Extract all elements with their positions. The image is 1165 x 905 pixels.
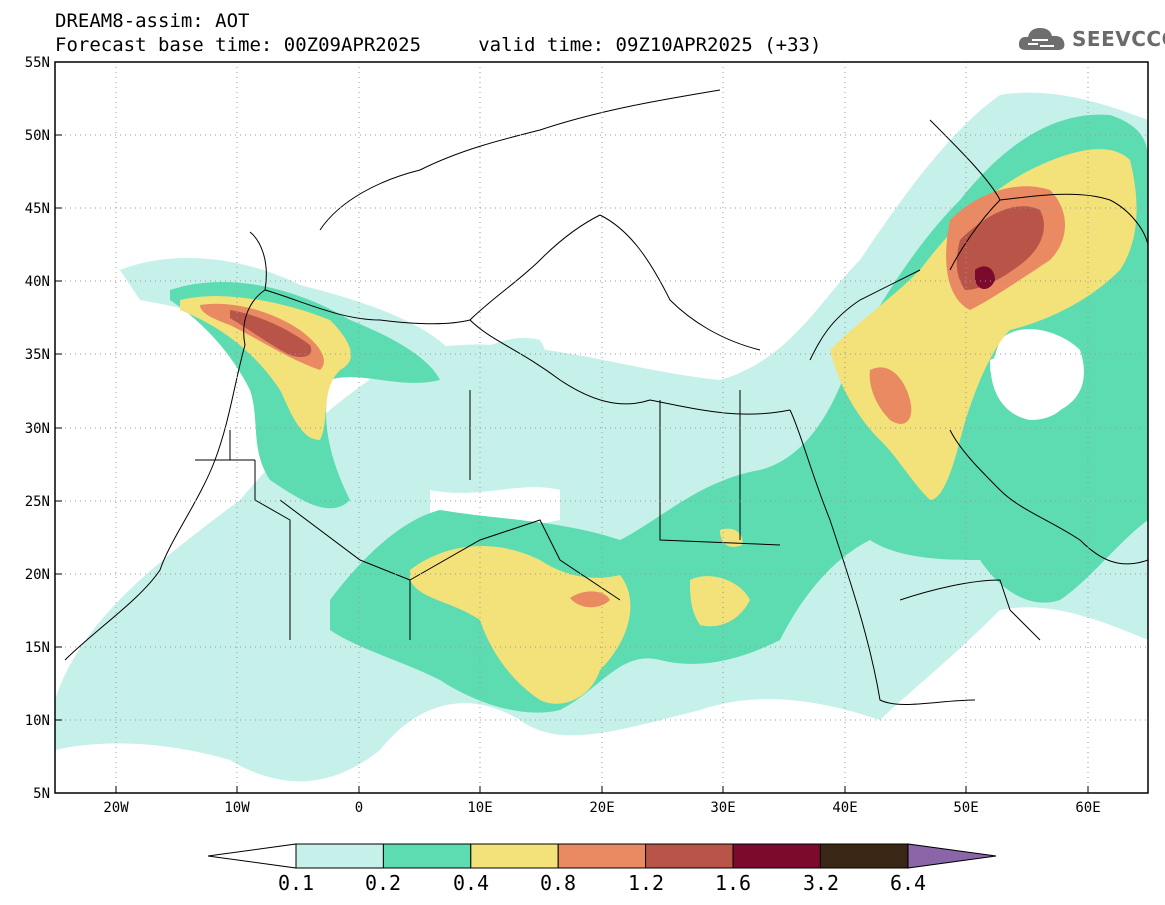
lon-label: 20W (103, 800, 129, 816)
lat-label: 25N (25, 494, 50, 510)
colorbar-label: 3.2 (803, 871, 839, 895)
colorbar: 0.1 0.2 0.4 0.8 1.2 1.6 3.2 6.4 (207, 843, 997, 895)
colorbar-box (732, 843, 821, 869)
lon-label: 0 (355, 800, 363, 816)
colorbar-box (645, 843, 734, 869)
colorbar-label: 1.2 (628, 871, 664, 895)
colorbar-box (470, 843, 559, 869)
colorbar-label: 0.4 (453, 871, 489, 895)
lon-label: 60E (1075, 800, 1100, 816)
lon-label: 10W (224, 800, 250, 816)
colorbar-over-arrow (907, 843, 997, 869)
colorbar-under-arrow (207, 843, 297, 869)
coastlines (64, 89, 1148, 705)
lat-label: 35N (25, 347, 50, 363)
lon-label: 20E (589, 800, 614, 816)
map-title: DREAM8-assim: AOT (55, 10, 250, 32)
colorbar-label: 0.8 (540, 871, 576, 895)
lon-label: 40E (832, 800, 857, 816)
axis-ticks (55, 61, 1089, 794)
seevccc-logo: SEEVCCC (1018, 24, 1165, 54)
colorbar-label: 0.2 (365, 871, 401, 895)
lat-label: 50N (25, 128, 50, 144)
cloud-icon (1018, 28, 1065, 50)
lat-label: 20N (25, 567, 50, 583)
lat-label: 15N (25, 640, 50, 656)
colorbar-box (295, 843, 384, 869)
lon-label: 50E (953, 800, 978, 816)
lon-label: 30E (710, 800, 735, 816)
latitude-labels: 55N 50N 45N 40N 35N 30N 25N 20N 15N 10N … (25, 55, 50, 802)
colorbar-box (557, 843, 647, 869)
graticule (55, 62, 1148, 793)
lat-label: 55N (25, 55, 50, 71)
forecast-time-subtitle: Forecast base time: 00Z09APR2025 valid t… (55, 34, 822, 56)
colorbar-label: 6.4 (890, 871, 926, 895)
colorbar-label: 1.6 (715, 871, 751, 895)
lat-label: 5N (33, 786, 50, 802)
lat-label: 30N (25, 421, 50, 437)
colorbar-box (819, 843, 909, 869)
aot-contour-0.8 (570, 591, 610, 608)
aot-contour-1.6 (975, 266, 995, 289)
colorbar-box (382, 843, 472, 869)
aot-contour-0.4 (410, 546, 631, 704)
lat-label: 40N (25, 274, 50, 290)
lon-label: 10E (467, 800, 492, 816)
colorbar-label: 0.1 (278, 871, 314, 895)
lat-label: 10N (25, 713, 50, 729)
longitude-labels: 20W 10W 0 10E 20E 30E 40E 50E 60E (103, 800, 1100, 816)
logo-text: SEEVCCC (1072, 27, 1165, 51)
lat-label: 45N (25, 201, 50, 217)
